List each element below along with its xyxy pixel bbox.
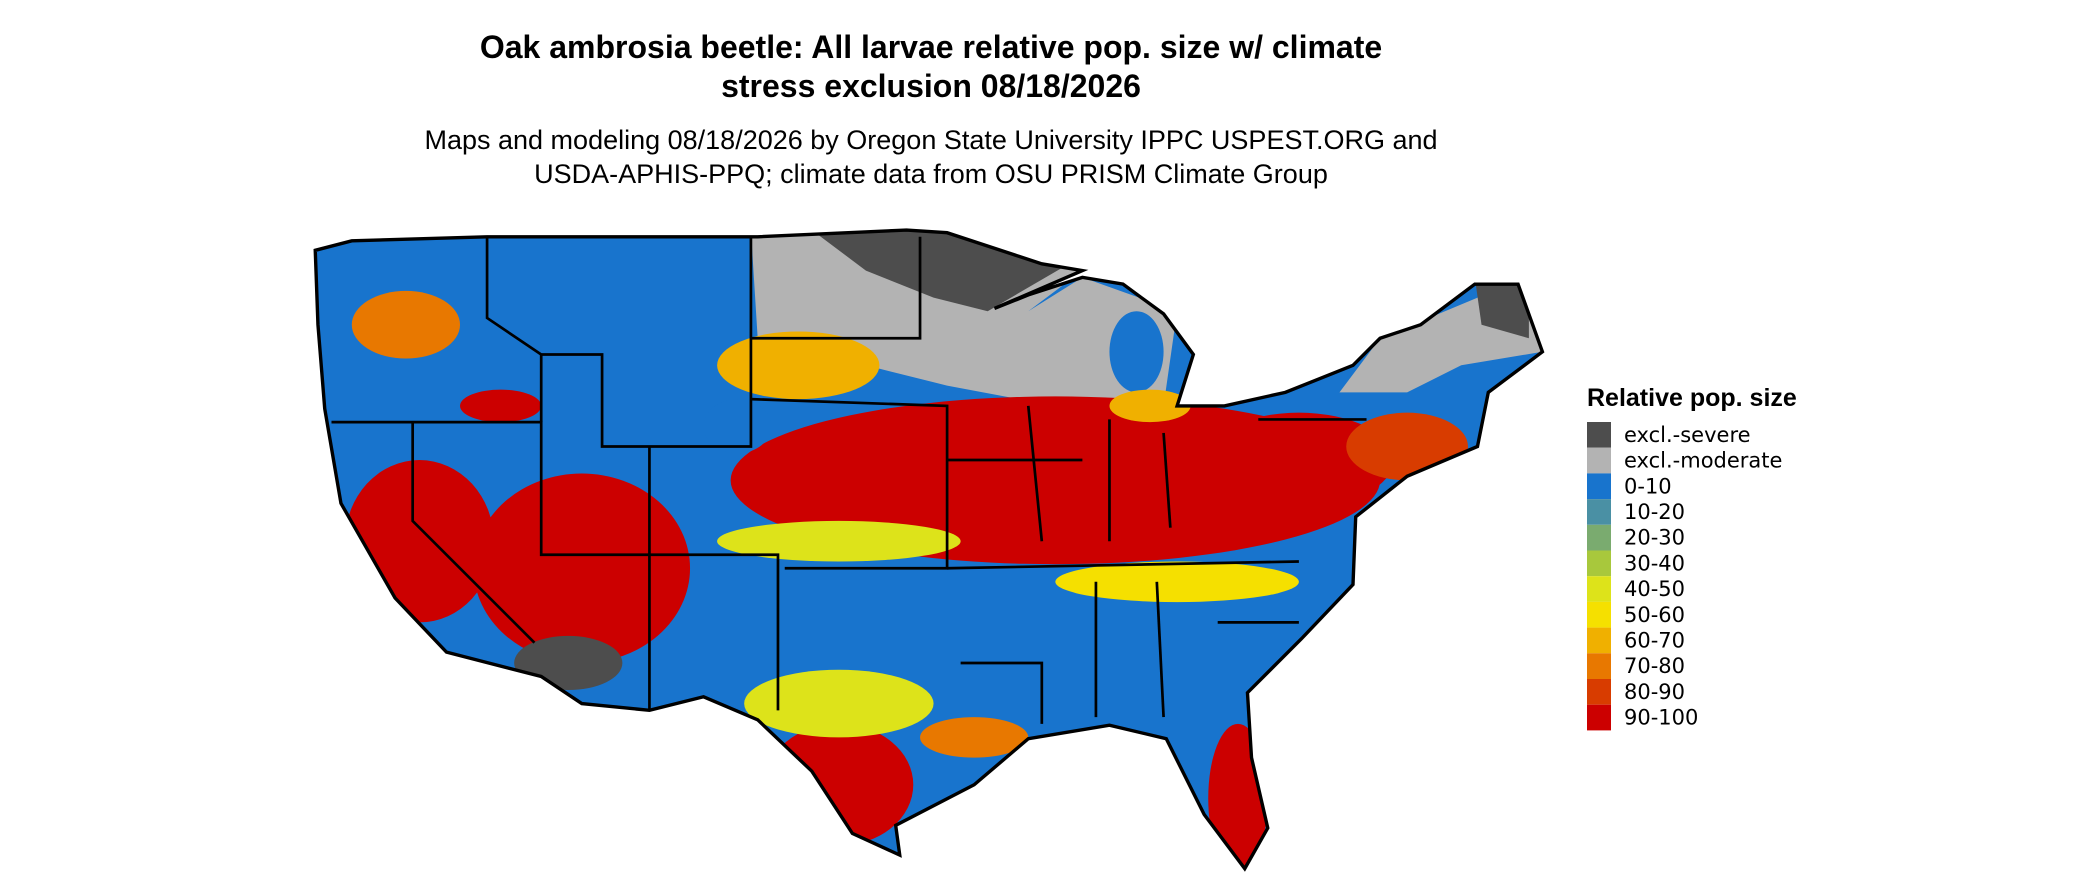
subtitle: Maps and modeling 08/18/2026 by Oregon S… [424, 125, 1437, 155]
legend-label: excl.-severe [1624, 423, 1751, 447]
legend-swatch [1587, 601, 1611, 628]
legend-label: 30-40 [1624, 551, 1685, 575]
legend-label: 50-60 [1624, 603, 1685, 627]
title: stress exclusion 08/18/2026 [721, 68, 1141, 104]
legend-title: Relative pop. size [1587, 384, 1797, 412]
title: Oak ambrosia beetle: All larvae relative… [480, 29, 1382, 65]
legend-label: 60-70 [1624, 628, 1685, 652]
legend-swatch [1587, 473, 1611, 500]
legend-swatch [1587, 447, 1611, 474]
legend-label: 90-100 [1624, 706, 1698, 730]
legend-swatch [1587, 576, 1611, 602]
legend: excl.-severeexcl.-moderate0-1010-2020-30… [1587, 422, 1782, 731]
us-map [313, 228, 1545, 872]
legend-label: 80-90 [1624, 680, 1685, 704]
legend-label: 40-50 [1624, 577, 1685, 601]
subtitle: USDA-APHIS-PPQ; climate data from OSU PR… [534, 159, 1328, 189]
legend-swatch [1587, 679, 1611, 705]
legend-label: excl.-moderate [1624, 449, 1782, 473]
legend-swatch [1587, 524, 1611, 551]
legend-swatch [1587, 627, 1611, 654]
legend-label: 0-10 [1624, 474, 1672, 498]
legend-swatch [1587, 422, 1611, 448]
legend-swatch [1587, 653, 1611, 679]
legend-swatch [1587, 704, 1611, 731]
legend-label: 10-20 [1624, 500, 1685, 524]
legend-label: 70-80 [1624, 654, 1685, 678]
legend-swatch [1587, 550, 1611, 577]
legend-label: 20-30 [1624, 526, 1685, 550]
legend-swatch [1587, 499, 1611, 525]
